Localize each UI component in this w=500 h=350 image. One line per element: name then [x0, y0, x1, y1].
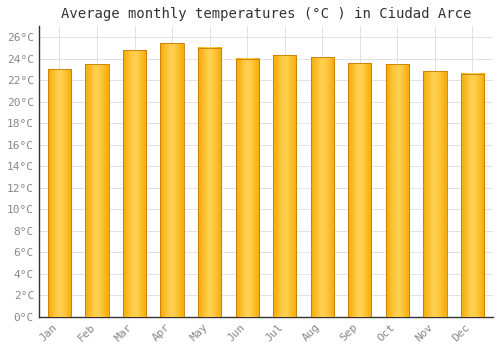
Bar	[348, 63, 372, 317]
Bar	[86, 64, 108, 317]
Bar	[273, 55, 296, 317]
Bar	[423, 71, 446, 317]
Bar	[310, 57, 334, 317]
Bar	[160, 43, 184, 317]
Bar	[236, 58, 259, 317]
Bar	[48, 69, 71, 317]
Bar	[123, 50, 146, 317]
Bar	[461, 74, 484, 317]
Bar	[198, 48, 222, 317]
Title: Average monthly temperatures (°C ) in Ciudad Arce: Average monthly temperatures (°C ) in Ci…	[60, 7, 471, 21]
Bar	[386, 64, 409, 317]
